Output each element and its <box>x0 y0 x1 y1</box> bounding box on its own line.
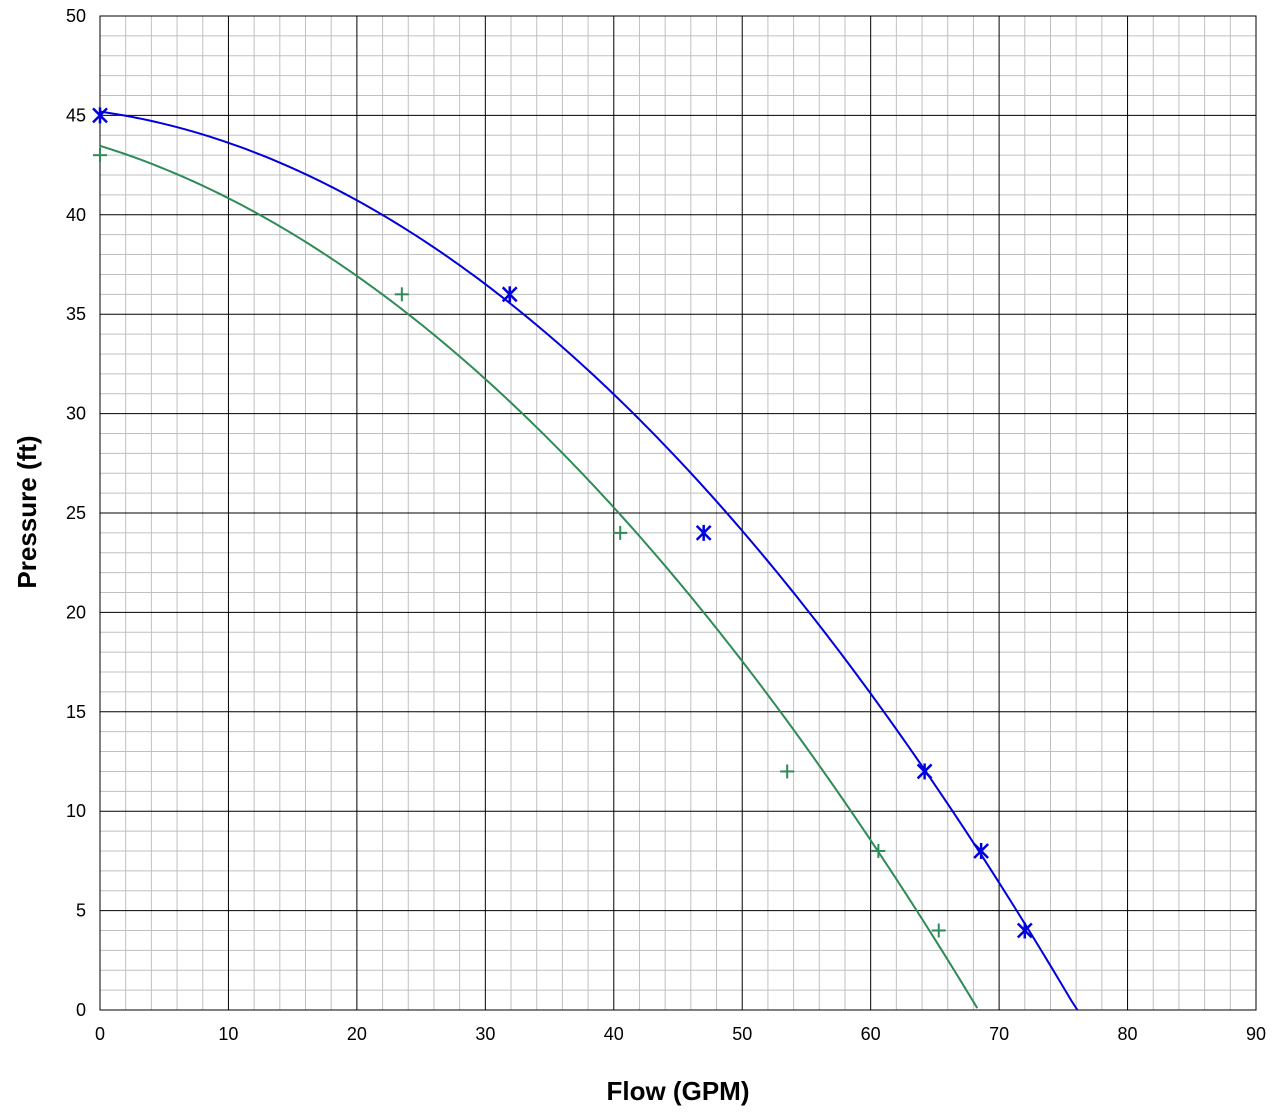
data-point-series-1 <box>1016 922 1033 939</box>
data-point-series-2 <box>93 148 107 163</box>
y-tick-labels: 0 5 10 15 20 25 30 35 40 45 50 <box>66 6 86 1020</box>
x-tick-labels: 0 10 20 30 40 50 60 70 80 90 <box>95 1024 1266 1044</box>
data-point-series-1 <box>92 107 108 124</box>
data-point-series-1 <box>973 842 990 859</box>
data-point-series-1 <box>916 763 933 780</box>
y-tick-label: 40 <box>66 205 86 225</box>
plot-frame <box>99 15 1257 1011</box>
x-tick-label: 20 <box>347 1024 367 1044</box>
fit-curve-series-2 <box>99 144 979 1009</box>
y-tick-label: 30 <box>66 404 86 424</box>
y-tick-label: 5 <box>76 901 86 921</box>
x-tick-label: 40 <box>604 1024 624 1044</box>
fit-curve-series-1 <box>99 110 1079 1011</box>
data-point-series-2 <box>613 525 628 540</box>
data-markers <box>92 107 1033 939</box>
y-tick-label: 50 <box>66 6 86 26</box>
x-tick-label: 80 <box>1118 1024 1138 1044</box>
x-axis-title: Flow (GPM) <box>607 1076 750 1106</box>
data-point-series-2 <box>780 764 795 779</box>
x-tick-label: 50 <box>732 1024 752 1044</box>
y-tick-label: 10 <box>66 801 86 821</box>
data-point-series-1 <box>695 524 712 541</box>
x-tick-label: 70 <box>989 1024 1009 1044</box>
y-tick-label: 25 <box>66 503 86 523</box>
x-tick-label: 90 <box>1246 1024 1266 1044</box>
y-axis-title: Pressure (ft) <box>12 435 42 588</box>
x-tick-label: 10 <box>218 1024 238 1044</box>
data-point-series-2 <box>871 843 886 858</box>
fit-curves <box>99 110 1079 1011</box>
y-tick-label: 45 <box>66 105 86 125</box>
x-tick-label: 0 <box>95 1024 105 1044</box>
y-tick-label: 20 <box>66 602 86 622</box>
y-tick-label: 0 <box>76 1000 86 1020</box>
data-point-series-2 <box>394 287 409 302</box>
data-point-series-1 <box>501 286 518 303</box>
data-point-series-2 <box>931 923 946 938</box>
x-tick-label: 60 <box>861 1024 881 1044</box>
y-tick-label: 15 <box>66 702 86 722</box>
x-tick-label: 30 <box>475 1024 495 1044</box>
y-tick-label: 35 <box>66 304 86 324</box>
